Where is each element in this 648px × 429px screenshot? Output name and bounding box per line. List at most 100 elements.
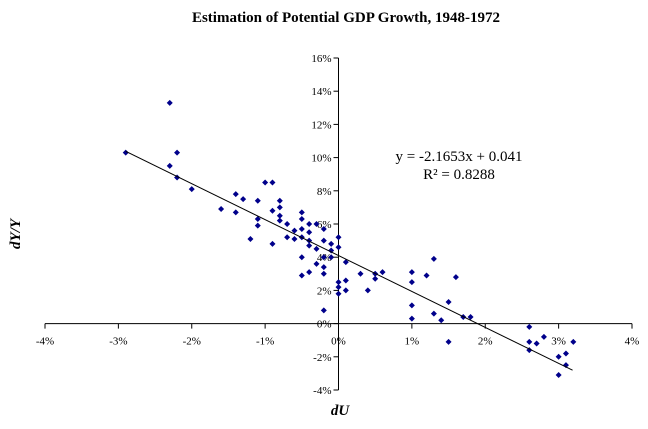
x-tick-label: -3% xyxy=(109,336,127,348)
data-point xyxy=(342,287,349,294)
trendline xyxy=(125,150,573,371)
y-tick-label: -4% xyxy=(313,385,331,397)
data-point xyxy=(445,338,452,345)
data-point xyxy=(254,197,261,204)
data-point xyxy=(526,323,533,330)
x-tick-label: 4% xyxy=(625,336,640,348)
data-point xyxy=(555,353,562,360)
data-point xyxy=(320,225,327,232)
data-point xyxy=(122,149,129,156)
data-point xyxy=(306,269,313,276)
data-point xyxy=(313,260,320,267)
data-point xyxy=(430,310,437,317)
data-point xyxy=(526,338,533,345)
data-point xyxy=(276,217,283,224)
data-point xyxy=(232,191,239,198)
x-tick-label: 0% xyxy=(331,336,346,348)
data-point xyxy=(408,279,415,286)
data-point xyxy=(452,274,459,281)
data-point xyxy=(335,244,342,251)
data-point xyxy=(430,255,437,262)
data-point xyxy=(166,99,173,106)
x-tick-label: -2% xyxy=(183,336,201,348)
trendline-group xyxy=(125,150,573,371)
data-point xyxy=(262,179,269,186)
data-point xyxy=(254,222,261,229)
data-point xyxy=(276,204,283,211)
data-point xyxy=(320,254,327,261)
y-tick-label: 8% xyxy=(317,186,332,198)
data-point xyxy=(540,333,547,340)
data-point xyxy=(408,315,415,322)
data-point xyxy=(306,242,313,249)
x-tick-label: 2% xyxy=(478,336,493,348)
data-point xyxy=(372,275,379,282)
data-point xyxy=(291,227,298,234)
data-point xyxy=(298,209,305,216)
y-tick-label: 12% xyxy=(311,119,331,131)
data-point xyxy=(379,269,386,276)
data-point xyxy=(269,240,276,247)
data-point xyxy=(335,234,342,241)
data-point xyxy=(328,247,335,254)
data-point xyxy=(313,221,320,227)
data-point xyxy=(284,221,291,227)
data-point xyxy=(562,350,569,357)
data-point xyxy=(284,234,291,241)
data-point xyxy=(269,207,276,214)
data-point xyxy=(335,279,342,286)
data-point xyxy=(570,338,577,345)
data-point xyxy=(254,216,261,223)
y-tick-label: 0% xyxy=(317,319,332,331)
data-point xyxy=(320,307,327,314)
data-point xyxy=(298,225,305,232)
y-tick-label: 10% xyxy=(311,153,331,165)
data-point xyxy=(298,272,305,279)
chart-title: Estimation of Potential GDP Growth, 1948… xyxy=(192,10,500,26)
data-point xyxy=(423,272,430,279)
x-tick-label: -1% xyxy=(256,336,274,348)
r-squared-label: R² = 0.8288 xyxy=(423,167,495,183)
data-point xyxy=(328,240,335,247)
data-point xyxy=(328,254,335,261)
y-axis-label: dY/Y xyxy=(8,217,24,249)
data-point xyxy=(174,149,181,156)
data-point xyxy=(247,235,254,242)
data-point xyxy=(335,290,342,297)
y-tick-label: 14% xyxy=(311,86,331,98)
x-axis-ticks: -4% -3% -2% -1% 0% 1% 2% 3% 4% xyxy=(36,323,640,348)
data-point xyxy=(408,269,415,276)
x-tick-label: 1% xyxy=(405,336,420,348)
y-tick-label: -2% xyxy=(313,352,331,364)
data-point xyxy=(445,299,452,306)
data-point xyxy=(240,196,247,203)
data-point xyxy=(342,259,349,266)
data-point xyxy=(533,340,540,347)
data-point xyxy=(276,212,283,219)
y-tick-label: 6% xyxy=(317,219,332,231)
data-point xyxy=(269,179,276,186)
data-point xyxy=(313,245,320,252)
data-point xyxy=(291,235,298,242)
x-tick-label: 3% xyxy=(551,336,566,348)
data-point xyxy=(364,287,371,294)
data-point xyxy=(188,186,195,193)
data-point xyxy=(166,162,173,169)
data-point xyxy=(306,229,313,236)
data-point xyxy=(335,284,342,291)
data-point xyxy=(306,221,313,227)
data-point xyxy=(298,216,305,223)
data-point xyxy=(320,237,327,244)
data-point xyxy=(555,372,562,379)
data-point xyxy=(218,206,225,213)
data-point xyxy=(320,264,327,271)
x-axis-label: dU xyxy=(331,403,351,419)
data-point xyxy=(276,197,283,204)
data-point xyxy=(342,277,349,284)
data-points xyxy=(122,99,577,379)
y-tick-label: 2% xyxy=(317,285,332,297)
y-tick-label: 16% xyxy=(311,53,331,65)
data-point xyxy=(357,270,364,277)
trendline-equation: y = -2.1653x + 0.041 xyxy=(396,149,523,165)
